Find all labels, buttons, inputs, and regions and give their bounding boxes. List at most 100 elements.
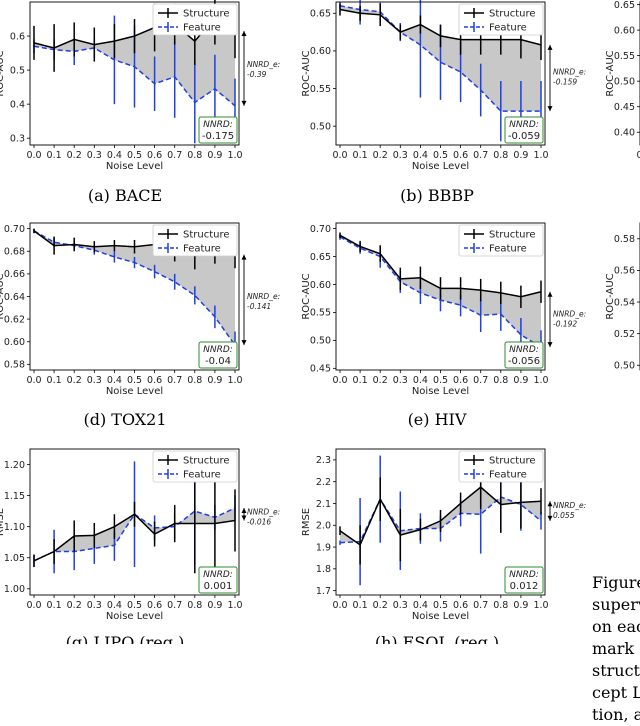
x-tick-label: 0.6 <box>147 375 162 386</box>
nnrd-arrow-head <box>241 515 247 521</box>
structure-series-line <box>339 486 542 547</box>
y-tick-label: 0.50 <box>614 76 635 87</box>
feature-series-line <box>33 507 236 562</box>
x-tick-label: 0.6 <box>453 600 468 611</box>
x-tick-label: 0.4 <box>107 600 122 611</box>
nnrd-box <box>198 341 238 369</box>
y-tick-label: 0.3 <box>10 133 25 144</box>
nnrd-arrow-head <box>241 340 247 346</box>
y-tick-label: 2.0 <box>316 521 331 532</box>
x-tick-label: 0.8 <box>493 600 508 611</box>
y-tick-label: 0.6 <box>10 31 25 42</box>
nnrd-arrow-head <box>547 44 553 50</box>
nnrd-arrow-head <box>547 342 553 348</box>
y-tick-label: 1.00 <box>4 584 25 595</box>
nnrd-e-label: NNRD_e: <box>247 60 280 69</box>
y-tick-label: 0.4 <box>10 99 25 110</box>
legend-label: Structure <box>489 9 536 20</box>
y-tick-label: 0.65 <box>614 0 635 11</box>
nnrd-box-label: NNRD: <box>203 345 233 355</box>
y-axis-label: ROC-AUC <box>301 273 312 319</box>
x-tick-label: 0.3 <box>87 600 102 611</box>
x-tick-label: 0.7 <box>167 150 182 161</box>
structure-series-line <box>33 513 236 562</box>
nnrd-e-label: NNRD_e: <box>553 501 586 510</box>
subfigure-caption: (a) BACE <box>88 186 162 205</box>
x-tick-label: 0.5 <box>433 600 448 611</box>
x-tick-label: 0.5 <box>433 375 448 386</box>
y-tick-label: 0.56 <box>614 266 635 277</box>
y-tick-label: 1.7 <box>316 586 331 597</box>
y-tick-label: 0.60 <box>614 25 635 36</box>
y-tick-label: 1.8 <box>316 564 331 575</box>
y-axis-label: ROC-AUC <box>0 273 6 319</box>
x-tick-label: 0.4 <box>413 600 428 611</box>
y-tick-label: 1.20 <box>4 460 25 471</box>
nnrd-box-value: -0.059 <box>508 131 540 142</box>
y-tick-label: 0.55 <box>310 308 331 319</box>
x-tick-label: 0.7 <box>473 375 488 386</box>
nnrd-arrow-head <box>241 508 247 514</box>
gap-fill-area <box>34 230 235 346</box>
y-tick-label: 0.58 <box>614 234 635 245</box>
x-tick-label: 0.6 <box>453 150 468 161</box>
x-tick-label: 0.4 <box>107 150 122 161</box>
nnrd-arrow-head <box>547 501 553 507</box>
x-tick-label: 0.4 <box>413 375 428 386</box>
caption-line: structu <box>592 661 640 680</box>
x-tick-label: 0.2 <box>373 375 388 386</box>
x-tick-label: 0.8 <box>187 600 202 611</box>
nnrd-box-label: NNRD: <box>203 120 233 130</box>
x-tick-label: 0.9 <box>207 375 222 386</box>
y-tick-label: 2.2 <box>316 477 331 488</box>
x-axis-label: Noise Level <box>106 611 163 622</box>
legend-label: Structure <box>183 9 230 20</box>
y-tick-label: 0.50 <box>614 361 635 372</box>
x-tick-label: 0.1 <box>353 600 368 611</box>
y-tick-label: 0.65 <box>310 9 331 20</box>
y-tick-label: 0.45 <box>310 364 331 375</box>
x-tick-label: 0.4 <box>107 375 122 386</box>
x-tick-label: 0.1 <box>47 150 62 161</box>
x-tick-label: 0.5 <box>127 600 142 611</box>
x-tick-label: 0.2 <box>67 600 82 611</box>
subfigure-caption: (d) TOX21 <box>83 410 166 429</box>
x-tick-label: 0.0 <box>636 150 640 161</box>
x-axis-label: Noise Level <box>106 386 163 397</box>
axes-frame <box>335 448 546 596</box>
nnrd-box-label: NNRD: <box>509 570 539 580</box>
nnrd-box-value: -0.04 <box>205 356 231 367</box>
y-tick-label: 0.55 <box>310 84 331 95</box>
x-tick-label: 0.7 <box>473 150 488 161</box>
x-tick-label: 0.0 <box>26 150 41 161</box>
x-axis-label: Noise Level <box>106 161 163 172</box>
feature-series-line <box>33 45 236 107</box>
nnrd-e-value: -0.39 <box>247 70 267 79</box>
nnrd-box <box>198 116 238 144</box>
y-tick-label: 0.68 <box>4 247 25 258</box>
chart-f: 0.50 0.52 0.54 0.56 0.58 ROC-AUC <box>605 222 640 372</box>
x-tick-label: 1.0 <box>533 150 548 161</box>
x-tick-label: 0.2 <box>67 375 82 386</box>
subfigure-caption: (h) ESOL (reg.) <box>375 633 499 644</box>
x-tick-label: 0.0 <box>26 600 41 611</box>
x-tick-label: 0.2 <box>373 150 388 161</box>
nnrd-e-value: -0.159 <box>553 77 577 86</box>
legend-label: Structure <box>489 230 536 241</box>
legend-label: Feature <box>183 470 221 481</box>
subfigure-caption: (e) HIV <box>408 410 467 429</box>
nnrd-box-label: NNRD: <box>509 345 539 355</box>
x-axis-label: Noise Level <box>412 611 469 622</box>
nnrd-e-label: NNRD_e: <box>247 507 280 516</box>
x-tick-label: 0.9 <box>513 150 528 161</box>
chart-c: 0.40 0.45 0.50 0.55 0.60 0.65 ROC-AUC 0.0 <box>605 0 640 161</box>
x-tick-label: 0.2 <box>67 150 82 161</box>
y-axis-label: ROC-AUC <box>301 50 312 96</box>
nnrd-e-value: -0.141 <box>247 302 271 311</box>
y-tick-label: 0.65 <box>310 252 331 263</box>
x-tick-label: 0.7 <box>473 600 488 611</box>
legend-label: Feature <box>489 23 527 34</box>
x-tick-label: 0.9 <box>513 600 528 611</box>
nnrd-e-value: 0.055 <box>553 511 575 520</box>
x-tick-label: 1.0 <box>227 600 242 611</box>
